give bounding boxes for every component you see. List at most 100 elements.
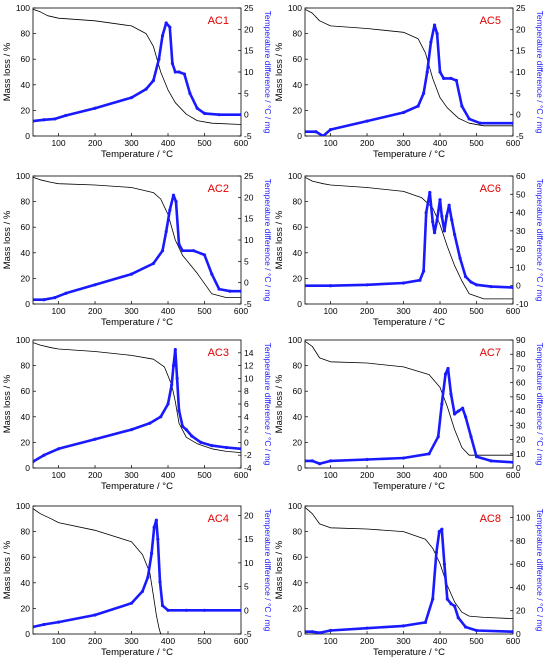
y2-tick-label: 0 [516, 281, 521, 291]
dta-point [449, 392, 453, 396]
y2-tick-label: 15 [516, 46, 526, 56]
y-tick-label: 20 [293, 273, 303, 283]
dta-point [181, 249, 185, 253]
x-axis-title: Temperature / °C [373, 647, 445, 658]
y2-tick-label: 10 [244, 373, 254, 383]
x-tick-label: 400 [433, 636, 447, 646]
dta-point [456, 409, 460, 413]
dta-point [431, 597, 435, 601]
plot-frame [304, 339, 514, 469]
dta-point [305, 130, 307, 134]
y2-tick-label: 8 [244, 386, 249, 396]
dta-curve [305, 367, 513, 466]
panel-ac2: 100 200 300 400 500 600 0 20 40 60 80 100 -5 0 5 10 15 20… [2, 171, 273, 328]
plot-frame [304, 7, 514, 137]
dta-point [469, 435, 473, 439]
y-axis-title: Mass loss / % [2, 210, 13, 269]
dta-point [511, 460, 513, 464]
x-tick-label: 200 [88, 138, 102, 148]
plot-frame [32, 505, 242, 635]
plot-frame [304, 175, 514, 305]
dta-point [328, 628, 333, 633]
x-tick-label: 200 [360, 470, 374, 480]
dta-point [64, 291, 68, 295]
dta-point [474, 628, 479, 633]
y2-tick-label: -5 [516, 131, 524, 141]
y2-tick-label: -5 [244, 131, 252, 141]
y-tick-label: 60 [21, 386, 31, 396]
dta-point [170, 383, 174, 387]
x-tick-label: 300 [396, 306, 410, 316]
dta-point [202, 608, 207, 612]
y-tick-label: 40 [21, 80, 31, 90]
dta-point [421, 91, 426, 95]
y2-tick-label: 5 [516, 88, 521, 98]
y-tick-label: 60 [293, 222, 303, 232]
x-tick-label: 400 [433, 470, 447, 480]
dta-point [449, 76, 453, 80]
x-tick-label: 500 [469, 306, 483, 316]
dta-point [149, 551, 154, 556]
dta-point [151, 78, 156, 83]
dta-point [437, 530, 441, 534]
dta-point [305, 284, 307, 288]
y2-tick-label: 30 [516, 226, 526, 236]
dta-point [416, 104, 420, 108]
series-group [33, 342, 241, 464]
y2-tick-label: 5 [244, 582, 249, 592]
panel-ac8: 100 200 300 400 500 6000204060801000204060801… [274, 501, 545, 658]
y-tick-label: 0 [297, 463, 302, 473]
panel-label: AC1 [208, 15, 229, 27]
panel-label: AC2 [208, 183, 229, 195]
y2-tick-label: 80 [516, 349, 526, 359]
dta-point [438, 70, 442, 74]
x-axis-title: Temperature / °C [373, 149, 445, 160]
dta-point [443, 372, 448, 376]
panel-ac6: 100 200 300 400 500 600 0 20 40 60 80 100 -10 0 10 20 30… [274, 171, 545, 328]
x-tick-label: 500 [469, 636, 483, 646]
y2-tick-label: 0 [244, 605, 249, 615]
dta-point [184, 608, 188, 612]
y2-axis-title: Temperature difference / °C / mg [535, 11, 545, 134]
dta-point [33, 625, 35, 629]
dta-point [438, 198, 442, 202]
y2-tick-label: -5 [244, 299, 252, 309]
y2-tick-label: 20 [244, 510, 254, 520]
dta-point [440, 527, 444, 531]
dta-point [177, 242, 181, 246]
dta-point [436, 435, 440, 439]
dta-point [129, 601, 134, 605]
y2-tick-label: -2 [244, 450, 252, 460]
dta-point [447, 203, 451, 207]
dta-point [310, 630, 314, 634]
dta-point [454, 78, 459, 83]
dta-point [365, 283, 369, 287]
y2-tick-label: 100 [516, 513, 530, 523]
dta-point [440, 214, 444, 218]
x-tick-label: 100 [323, 306, 337, 316]
tga-curve [33, 342, 241, 453]
y2-tick-label: 25 [516, 3, 526, 13]
series-group [33, 508, 241, 634]
y2-tick-label: 15 [244, 214, 254, 224]
dta-point [157, 57, 161, 61]
x-tick-label: 300 [396, 138, 410, 148]
dta-point [365, 457, 369, 462]
y2-tick-label: 20 [244, 24, 254, 34]
y-tick-label: 20 [293, 105, 303, 115]
y2-tick-label: 10 [244, 558, 254, 568]
dta-point [217, 113, 221, 117]
dta-point [173, 70, 177, 74]
x-tick-label: 400 [161, 138, 175, 148]
dta-point [423, 620, 428, 624]
y-tick-label: 80 [21, 527, 31, 537]
y2-tick-label: 60 [516, 559, 526, 569]
y2-tick-label: 15 [244, 46, 254, 56]
dta-point [168, 25, 172, 29]
tga-curve [33, 8, 241, 125]
x-tick-label: 400 [161, 306, 175, 316]
x-tick-label: 100 [51, 306, 65, 316]
dta-point [166, 608, 170, 612]
dta-point [217, 287, 221, 291]
